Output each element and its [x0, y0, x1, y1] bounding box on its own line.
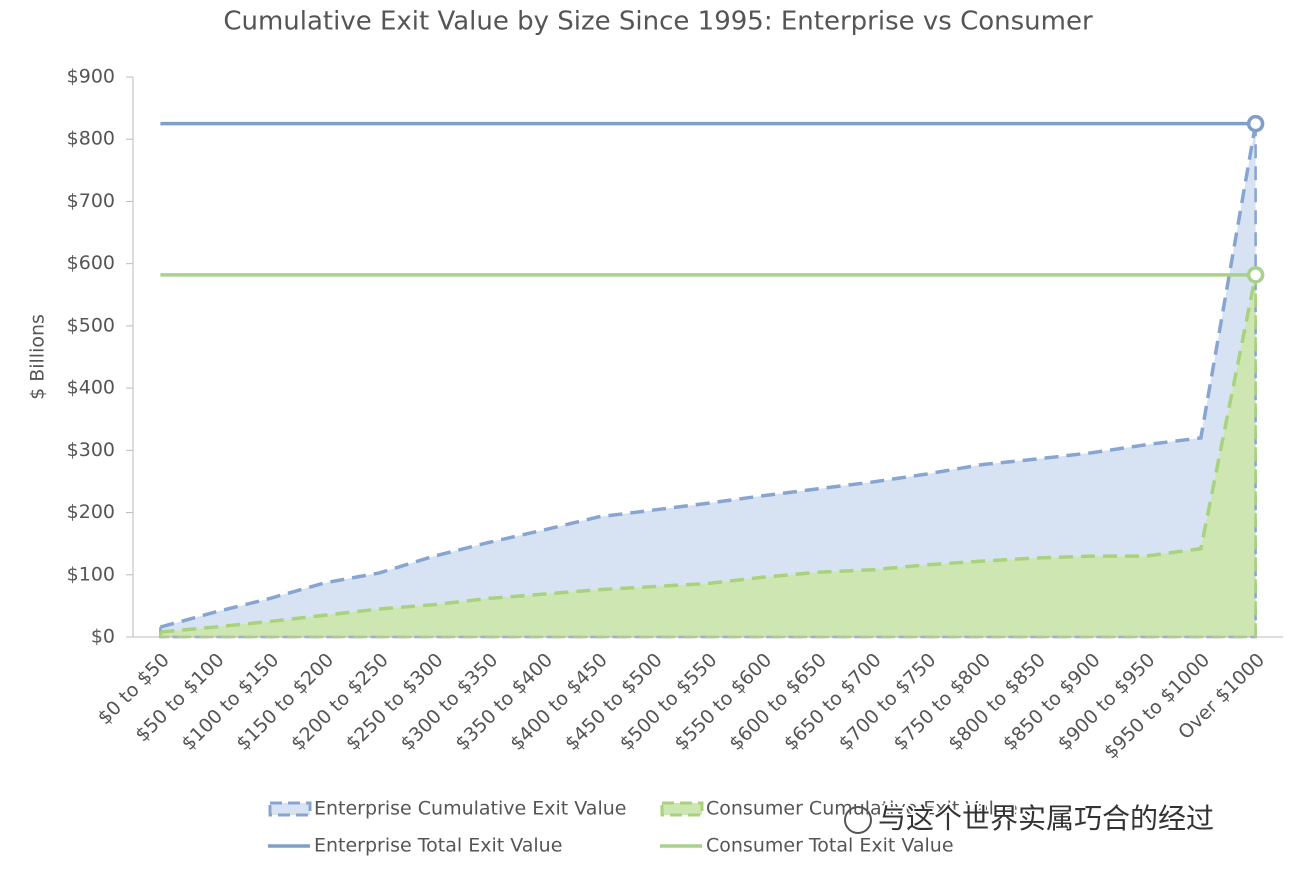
- x-tick-label: $350 to $400: [451, 649, 557, 755]
- total-marker: [1246, 266, 1265, 284]
- y-tick-label: $700: [67, 190, 115, 212]
- y-tick-label: $200: [67, 501, 115, 523]
- x-tick-label: $600 to $650: [725, 649, 831, 755]
- watermark-icon: [844, 806, 872, 834]
- x-tick-label: $450 to $500: [561, 649, 667, 755]
- y-tick-label: $800: [67, 128, 115, 150]
- area: [160, 123, 1256, 637]
- x-tick-label: $500 to $550: [615, 649, 721, 755]
- y-tick-label: $400: [67, 377, 115, 399]
- x-tick-label: $300 to $350: [396, 649, 502, 755]
- x-tick-label: $900 to $950: [1054, 649, 1160, 755]
- x-tick-label: $100 to $150: [177, 649, 283, 755]
- y-tick-label: $600: [67, 252, 115, 274]
- legend-swatch: [660, 801, 704, 817]
- area-outline: [159, 123, 1258, 629]
- x-tick-label: $550 to $600: [670, 649, 776, 755]
- legend-swatch: [268, 801, 312, 817]
- area-outline: [160, 274, 1258, 634]
- x-tick-label: $150 to $200: [232, 649, 338, 755]
- legend-label: Consumer Total Exit Value: [706, 835, 954, 857]
- y-tick-label: $0: [91, 626, 115, 648]
- y-axis-label: $ Billions: [27, 314, 49, 400]
- x-tick-label: $850 to $900: [999, 649, 1105, 755]
- area: [160, 274, 1256, 637]
- x-tick-label: $650 to $700: [780, 649, 886, 755]
- x-tick-label: $700 to $750: [834, 649, 940, 755]
- x-tick-label: $250 to $300: [342, 649, 448, 755]
- y-tick-label: $100: [67, 563, 115, 585]
- y-tick-label: $300: [67, 439, 115, 461]
- x-tick-label: $750 to $800: [889, 649, 995, 755]
- legend-label: Enterprise Total Exit Value: [314, 835, 562, 857]
- y-tick-label: $900: [67, 66, 115, 88]
- x-tick-label: $200 to $250: [287, 649, 393, 755]
- chart-title: Cumulative Exit Value by Size Since 1995…: [223, 7, 1093, 37]
- watermark: 与这个世界实属巧合的经过: [878, 802, 1214, 835]
- x-tick-label: $400 to $450: [506, 649, 612, 755]
- x-tick-label: $800 to $850: [944, 649, 1050, 755]
- legend-label: Enterprise Cumulative Exit Value: [314, 798, 626, 820]
- total-marker: [1246, 114, 1265, 133]
- y-tick-label: $500: [67, 314, 115, 336]
